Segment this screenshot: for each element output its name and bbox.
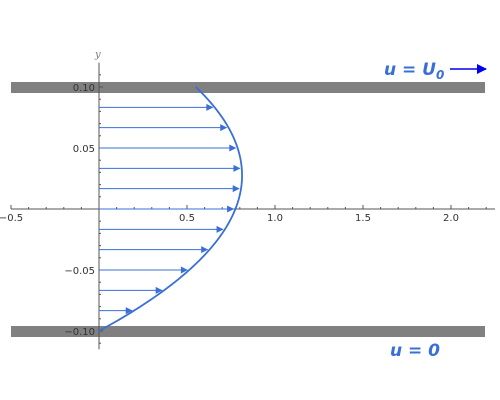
y-axis-name: y — [94, 50, 101, 61]
velocity-profile-curve — [98, 86, 243, 332]
x-tick-label: 1.5 — [355, 213, 371, 224]
top-plate-label-subscript: 0 — [436, 68, 444, 82]
plates — [11, 82, 485, 337]
x-tick-label: 1.0 — [267, 213, 283, 224]
bottom-plate — [11, 326, 485, 337]
y-tick-label: −0.10 — [64, 327, 95, 338]
y-tick-label: 0.05 — [73, 144, 95, 155]
x-ticks: −0.5 0.5 1.0 1.5 2.0 — [0, 205, 487, 224]
y-tick-label: 0.10 — [73, 83, 95, 94]
velocity-arrows — [99, 103, 241, 315]
top-plate — [11, 82, 485, 93]
top-plate-label-text: u = U — [384, 60, 436, 80]
x-tick-label: −0.5 — [0, 213, 23, 224]
top-plate-label: u = U0 — [384, 60, 487, 82]
x-tick-label: 2.0 — [443, 213, 459, 224]
x-tick-label: 0.5 — [179, 213, 195, 224]
svg-text:u = U0: u = U0 — [384, 60, 444, 82]
axes: −0.50.51.01.52.0 0.100.05−0.05−0.10 x y — [0, 50, 495, 350]
y-tick-label: −0.05 — [64, 266, 95, 277]
bottom-plate-label: u = 0 — [390, 341, 440, 361]
